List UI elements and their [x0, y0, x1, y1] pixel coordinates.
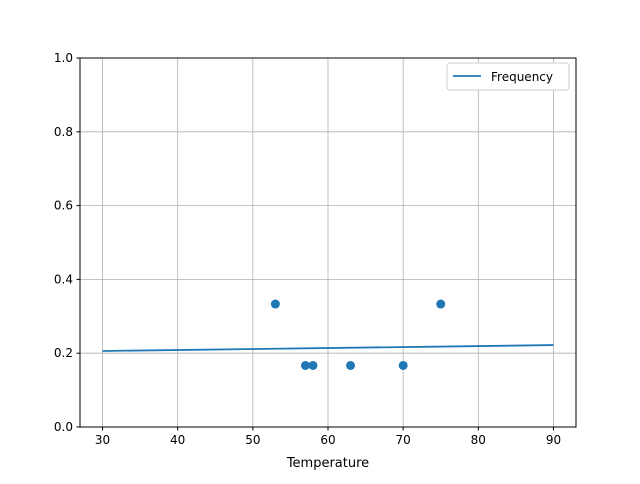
- legend-label: Frequency: [491, 70, 553, 84]
- frequency-line: [102, 344, 554, 352]
- scatter-point: [436, 299, 446, 309]
- y-tick-label: 0.6: [54, 199, 73, 213]
- x-tick-label: 60: [320, 433, 335, 447]
- y-tick-label: 0.2: [54, 346, 73, 360]
- legend-box: [446, 62, 570, 91]
- scatter-point: [300, 360, 310, 370]
- y-tick-label: 0.0: [54, 420, 73, 434]
- y-tick-label: 1.0: [54, 51, 73, 65]
- scatter-point: [270, 299, 280, 309]
- legend: Frequency: [446, 62, 570, 91]
- x-axis-label: Temperature: [286, 456, 369, 471]
- x-tick-label: 90: [546, 433, 561, 447]
- scatter-point: [308, 360, 318, 370]
- y-tick-label: 0.4: [54, 272, 73, 286]
- x-tick-label: 70: [396, 433, 411, 447]
- x-tick-label: 80: [471, 433, 486, 447]
- y-tick-label: 0.8: [54, 125, 73, 139]
- x-tick-label: 40: [170, 433, 185, 447]
- ticks: 30 40 50 60 70 80 90 0.0 0.2 0.4 0.6 0.8 1.0: [54, 51, 561, 447]
- x-tick-label: 30: [95, 433, 110, 447]
- series: [102, 299, 554, 370]
- scatter-point: [346, 360, 356, 370]
- x-tick-label: 50: [245, 433, 260, 447]
- scatter-point: [398, 360, 408, 370]
